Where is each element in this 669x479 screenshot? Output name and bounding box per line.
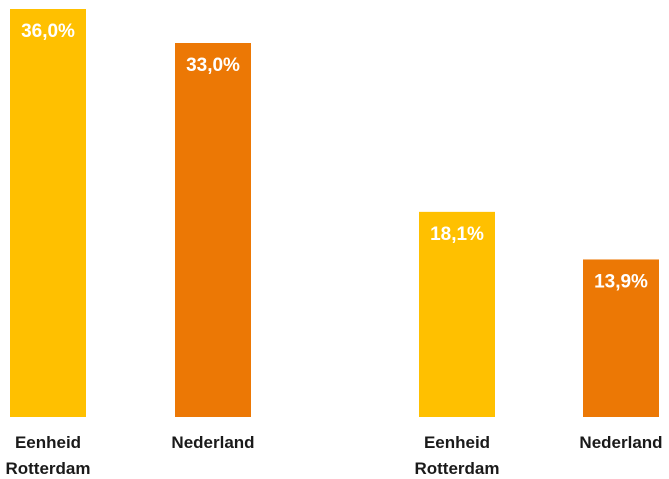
category-label-3: Nederland xyxy=(579,433,662,452)
category-label-2: Eenheid Rotterdam xyxy=(414,433,499,478)
bar-2 xyxy=(419,211,495,417)
bar-value-label-2: 18,1% xyxy=(430,224,484,245)
bar-value-label-1: 33,0% xyxy=(186,55,240,76)
category-label-1: Nederland xyxy=(171,433,254,452)
bar-0 xyxy=(10,9,86,417)
category-label-0: Eenheid Rotterdam xyxy=(5,433,90,478)
bar-value-label-3: 13,9% xyxy=(594,271,648,292)
bar-value-label-0: 36,0% xyxy=(21,21,75,42)
bar-3 xyxy=(583,259,659,417)
bar-1 xyxy=(175,43,251,417)
